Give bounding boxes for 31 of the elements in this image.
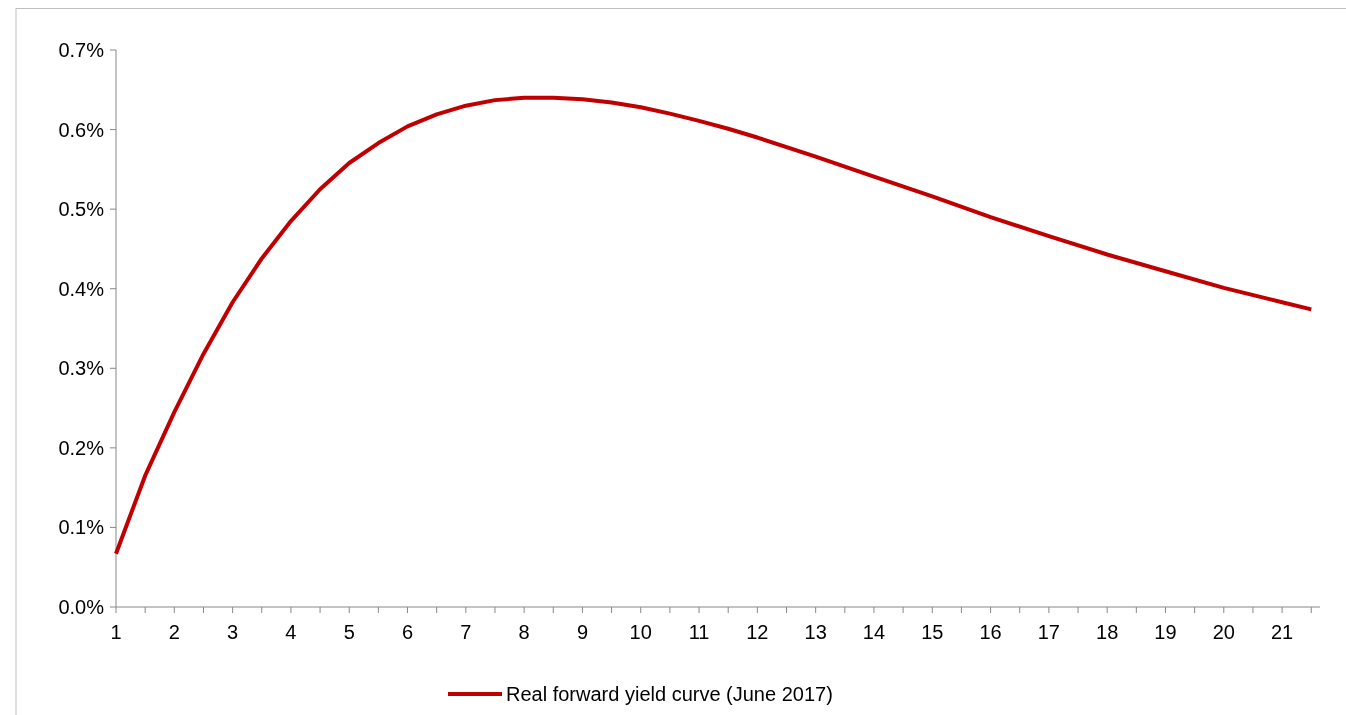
x-tick-label: 13: [804, 621, 827, 643]
y-tick-label: 0.4%: [58, 277, 105, 300]
x-tick-label: 17: [1037, 621, 1061, 643]
x-tick-label: 19: [1154, 621, 1177, 643]
x-tick-label: 18: [1096, 621, 1119, 643]
x-tick-label: 16: [979, 621, 1002, 643]
x-tick-label: 5: [343, 621, 355, 643]
y-tick-label: 0.5%: [58, 198, 105, 221]
x-tick-label: 7: [460, 621, 472, 643]
x-tick-label: 20: [1212, 621, 1235, 643]
x-tick-label: 10: [629, 621, 652, 643]
x-tick-label: 6: [401, 621, 414, 643]
y-tick-label: 0.2%: [58, 436, 105, 459]
x-tick-label: 15: [921, 621, 944, 643]
y-tick-label: 0.0%: [58, 596, 105, 618]
y-tick-label: 0.7%: [58, 39, 105, 61]
x-tick-label: 14: [862, 621, 886, 643]
y-tick-label: 0.3%: [58, 357, 105, 380]
x-tick-label: 2: [168, 621, 180, 643]
legend-label: Real forward yield curve (June 2017): [506, 683, 833, 705]
x-tick-label: 3: [227, 621, 239, 643]
y-tick-label: 0.6%: [58, 118, 105, 141]
x-tick-label: 8: [518, 621, 530, 643]
x-tick-label: 9: [576, 621, 588, 643]
x-tick-label: 12: [746, 621, 769, 643]
line-series: [114, 95, 1314, 556]
y-tick-label: 0.1%: [58, 516, 105, 539]
x-tick-label: 4: [285, 621, 297, 643]
x-tick-label: 11: [688, 621, 710, 643]
x-tick-label: 1: [110, 621, 122, 643]
x-tick-label: 21: [1270, 621, 1294, 643]
